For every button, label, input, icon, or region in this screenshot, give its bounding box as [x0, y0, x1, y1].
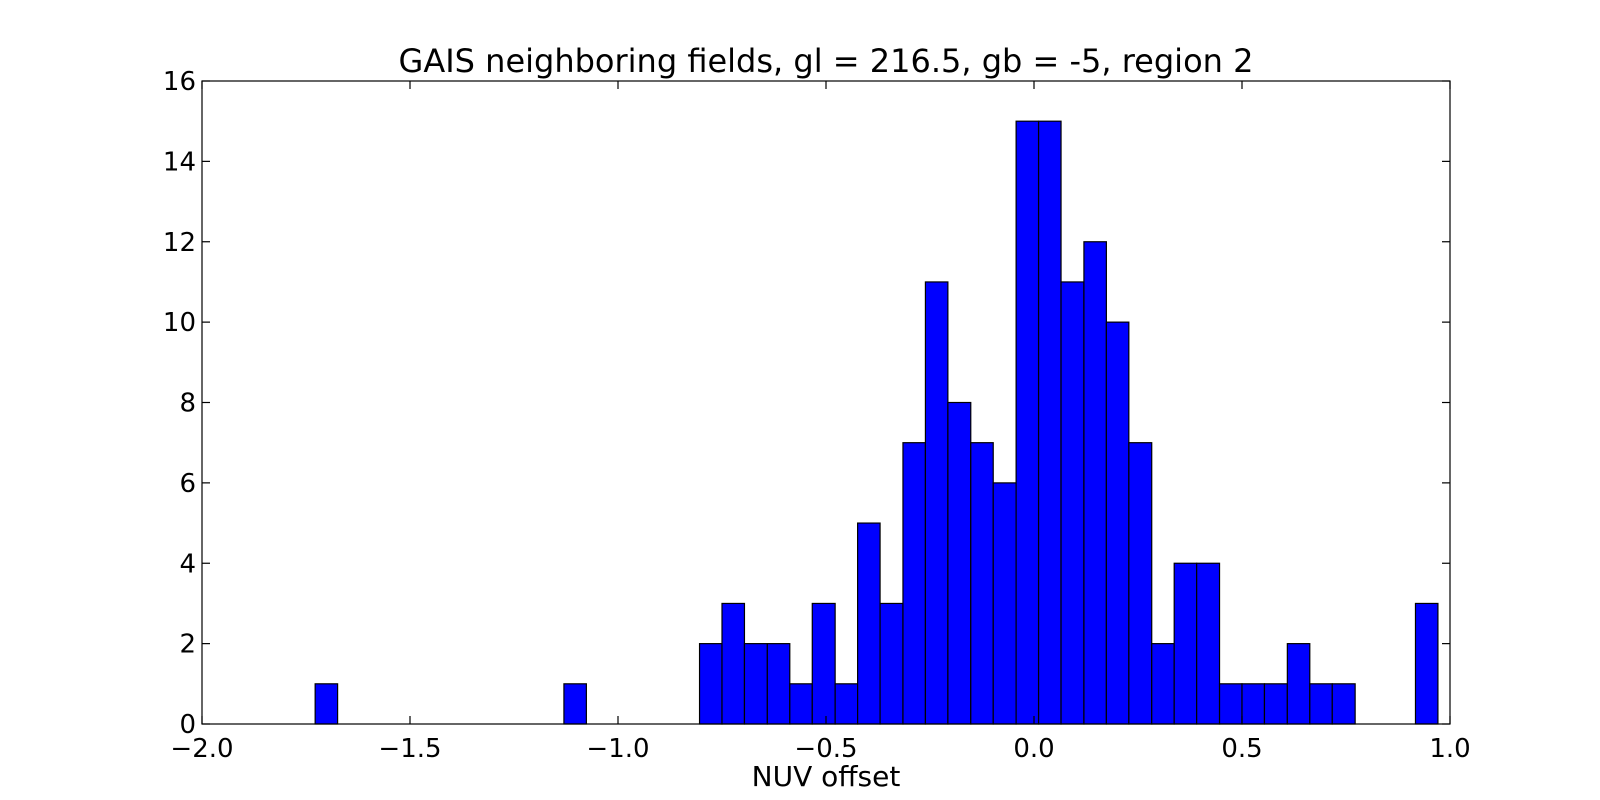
histogram-bar	[902, 442, 927, 725]
x-tick-label: −0.5	[794, 734, 857, 764]
histogram-bar	[1173, 562, 1198, 725]
histogram-bar	[766, 643, 791, 725]
histogram-bar	[947, 401, 972, 725]
y-tick-label: 8	[179, 389, 196, 419]
x-tick-label: 0.0	[1013, 734, 1054, 764]
histogram-bar	[1414, 602, 1439, 725]
x-tick-label: −2.0	[170, 734, 233, 764]
x-tick-label: −1.0	[586, 734, 649, 764]
histogram-bar	[1105, 321, 1130, 725]
y-tick-label: 0	[179, 710, 196, 740]
histogram-bar	[743, 643, 768, 725]
histogram-bars	[314, 120, 1439, 725]
y-tick-label: 2	[179, 630, 196, 660]
histogram-bar	[1331, 683, 1356, 725]
x-tick-label: 0.5	[1221, 734, 1262, 764]
histogram-bar	[1015, 120, 1040, 725]
x-tick-label: −1.5	[378, 734, 441, 764]
histogram-bar	[1128, 442, 1153, 725]
histogram-bar	[314, 683, 339, 725]
histogram-bar	[698, 643, 723, 725]
histogram-bar	[1037, 120, 1062, 725]
histogram-bar	[857, 522, 881, 725]
histogram-bar	[1196, 562, 1221, 725]
histogram-bar	[563, 683, 587, 725]
histogram-bar	[1241, 683, 1266, 725]
histogram-bar	[1218, 683, 1243, 725]
histogram-bar	[1309, 683, 1333, 725]
histogram-bar	[834, 683, 859, 725]
histogram-bar	[1083, 241, 1107, 725]
histogram-bar	[879, 602, 904, 725]
x-axis-label: NUV offset	[752, 760, 901, 793]
y-tick-label: 6	[179, 469, 196, 499]
histogram-bar	[1286, 643, 1311, 725]
histogram-bar	[811, 602, 836, 725]
y-tick-label: 12	[163, 228, 196, 258]
x-tick-label: 1.0	[1429, 734, 1470, 764]
histogram-bar	[992, 482, 1017, 725]
y-tick-label: 16	[163, 67, 196, 97]
axis-tick-labels: −2.0 −1.5 −1.0 −0.5 0.0 0.5 1.0 0 2 4 6 8 10 12 14 16	[163, 67, 1471, 764]
histogram-bar	[970, 442, 994, 725]
histogram-bar	[721, 602, 746, 725]
histogram-bar	[1151, 643, 1175, 725]
y-tick-label: 14	[163, 147, 196, 177]
histogram-bar	[1263, 683, 1288, 725]
chart-title: GAIS neighboring fields, gl = 216.5, gb …	[399, 42, 1254, 80]
y-tick-label: 4	[179, 549, 196, 579]
histogram-bar	[924, 281, 949, 725]
histogram-bar	[789, 683, 813, 725]
histogram-bar	[1060, 281, 1085, 725]
plot-frame	[201, 80, 1451, 725]
y-tick-label: 10	[163, 308, 196, 338]
